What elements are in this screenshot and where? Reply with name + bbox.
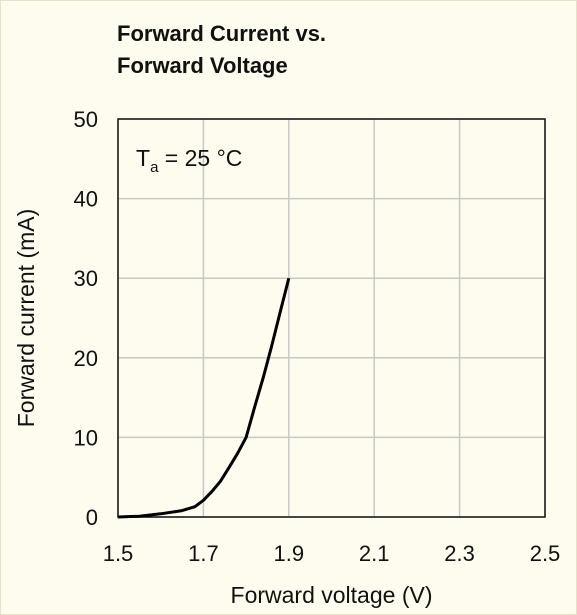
x-tick-label: 2.5 xyxy=(530,541,561,566)
y-tick-label: 0 xyxy=(86,505,98,530)
annotation-prefix: T xyxy=(136,145,150,171)
x-tick-label: 1.9 xyxy=(274,541,305,566)
annotation-subscript: a xyxy=(150,159,159,176)
chart-title: Forward Current vs. Forward Voltage xyxy=(117,18,326,82)
x-tick-label: 1.5 xyxy=(103,541,134,566)
x-tick-label: 2.1 xyxy=(359,541,390,566)
x-tick-label: 1.7 xyxy=(188,541,219,566)
chart-title-line2: Forward Voltage xyxy=(117,53,288,78)
series-line xyxy=(117,277,291,519)
grid-lines xyxy=(117,118,546,518)
y-tick-label: 10 xyxy=(74,425,98,450)
x-tick-labels: 1.5 1.7 1.9 2.1 2.3 2.5 xyxy=(103,541,561,566)
y-tick-label: 40 xyxy=(74,187,98,212)
y-tick-label: 50 xyxy=(74,107,98,132)
chart-title-line1: Forward Current vs. xyxy=(117,21,327,46)
x-axis-label: Forward voltage (V) xyxy=(231,582,433,608)
plot-border xyxy=(117,118,546,518)
y-axis-label: Forward current (mA) xyxy=(13,209,39,428)
y-tick-labels: 0 10 20 30 40 50 xyxy=(74,107,98,530)
y-tick-label: 20 xyxy=(74,346,98,371)
y-tick-label: 30 xyxy=(74,266,98,291)
x-tick-label: 2.3 xyxy=(444,541,475,566)
temperature-annotation: Ta = 25 °C xyxy=(136,145,242,176)
annotation-suffix: = 25 °C xyxy=(158,145,242,171)
